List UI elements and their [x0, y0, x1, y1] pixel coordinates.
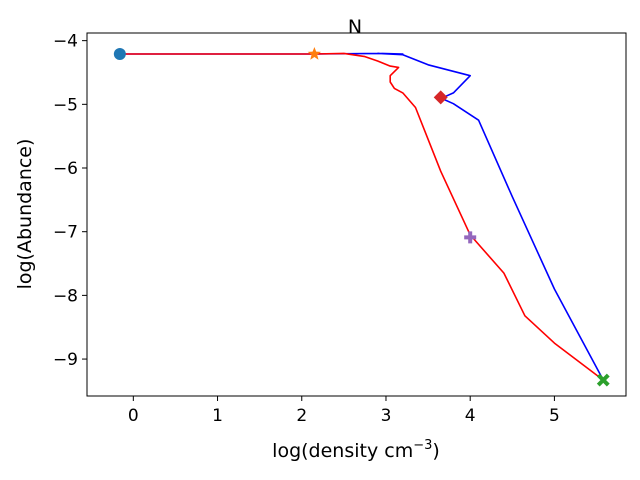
y-axis-label: log(Abundance)	[14, 139, 36, 290]
series-line-1	[116, 52, 605, 381]
y-tick-label: −9	[53, 350, 78, 370]
y-tick-label: −8	[53, 286, 78, 306]
y-tick-label: −7	[53, 223, 78, 243]
plot-area	[113, 47, 610, 387]
marker-star-2	[307, 47, 321, 60]
x-axis-label-close: )	[432, 440, 439, 462]
y-tick-label: −4	[53, 32, 78, 52]
chart-title: N	[348, 16, 362, 38]
y-axis: −4 −5 −6 −7 −8 −9	[53, 32, 87, 370]
marker-x-stroke-b	[596, 373, 610, 387]
x-tick-label: 2	[296, 406, 307, 426]
x-tick-label: 1	[212, 406, 223, 426]
x-axis-label: log(density cm−3)	[272, 438, 440, 462]
marker-x-5	[596, 373, 610, 387]
x-tick-label: 5	[549, 406, 560, 426]
y-tick-label: −5	[53, 95, 78, 115]
x-tick-label: 0	[128, 406, 139, 426]
y-tick-label: −6	[53, 159, 78, 179]
x-tick-label: 3	[381, 406, 392, 426]
marker-circle-1	[113, 48, 126, 61]
x-axis-label-text: log(density cm	[272, 440, 413, 462]
series-line-2	[116, 52, 604, 381]
marker-diamond-3	[433, 90, 448, 105]
x-axis-label-exponent: −3	[413, 438, 432, 453]
marker-plus-4	[464, 231, 477, 244]
x-axis: 0 1 2 3 4 5	[128, 396, 560, 426]
x-tick-label: 4	[465, 406, 476, 426]
plot-frame	[86, 32, 627, 397]
